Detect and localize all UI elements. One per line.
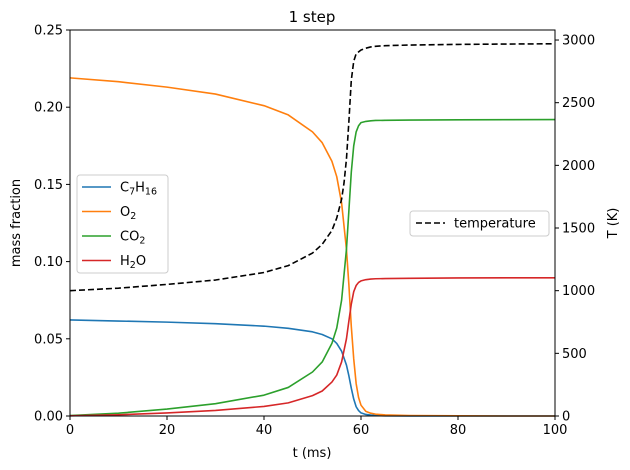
y-left-tick-label: 0.15 [34,178,63,193]
y-right-axis-label: T (K) [606,208,621,240]
y-right-tick-label: 500 [562,347,587,362]
y-right-tick-label: 3000 [562,34,595,49]
x-tick-label: 100 [543,423,568,438]
y-left-tick-label: 0.05 [34,332,63,347]
series-line-c7h16 [70,320,555,416]
legend-right: temperature [410,211,549,236]
series-line-h2o [70,278,555,416]
y-right-tick-label: 1500 [562,222,595,237]
x-tick-label: 40 [256,423,273,438]
chart-title: 1 step [289,8,336,26]
y-left-axis-label: mass fraction [9,179,24,267]
x-tick-label: 60 [353,423,370,438]
y-left-tick-label: 0.20 [34,101,63,116]
x-tick-label: 80 [450,423,467,438]
y-right-axis-ticks: 0 500 1000 1500 2000 2500 3000 [555,34,595,425]
y-right-tick-label: 1000 [562,284,595,299]
y-right-tick-label: 2000 [562,159,595,174]
x-axis-label: t (ms) [293,446,332,461]
y-left-axis-ticks: 0.00 0.05 0.10 0.15 0.20 0.25 [34,24,70,425]
y-right-tick-label: 2500 [562,96,595,111]
x-tick-label: 0 [66,423,74,438]
y-right-tick-label: 0 [562,410,570,425]
x-tick-label: 20 [159,423,176,438]
legend-label-temperature: temperature [454,217,536,232]
x-axis-ticks: 0 20 40 60 80 100 [66,416,568,438]
y-left-tick-label: 0.00 [34,410,63,425]
y-left-tick-label: 0.25 [34,24,63,39]
y-left-tick-label: 0.10 [34,255,63,270]
